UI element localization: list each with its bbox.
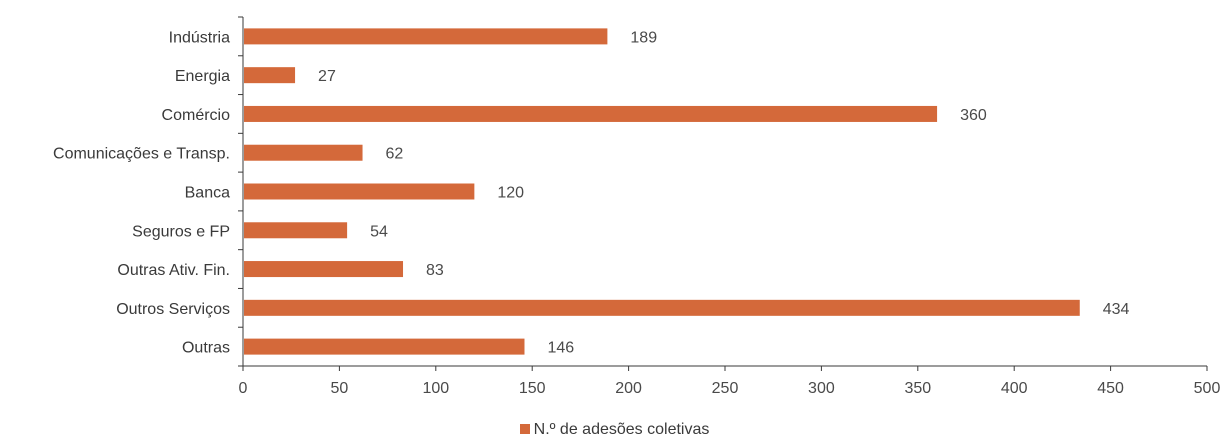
category-label: Outros Serviços — [116, 301, 230, 318]
bar — [244, 144, 363, 161]
data-label: 54 — [370, 223, 388, 240]
x-tick-label: 350 — [904, 380, 931, 397]
data-label: 27 — [318, 68, 336, 85]
legend-swatch — [519, 424, 530, 434]
x-tick-label: 500 — [1194, 380, 1221, 397]
x-tick-label: 300 — [808, 380, 835, 397]
legend-label: N.º de adesões coletivas — [533, 421, 710, 438]
x-tick-label: 0 — [239, 380, 248, 397]
category-label: Seguros e FP — [132, 223, 230, 240]
bar — [244, 105, 938, 122]
x-tick-label: 100 — [422, 380, 449, 397]
data-label: 83 — [426, 262, 444, 279]
data-label: 189 — [630, 29, 657, 46]
x-tick-label: 250 — [712, 380, 739, 397]
category-label: Energia — [175, 68, 230, 85]
x-tick-label: 200 — [615, 380, 642, 397]
data-label: 434 — [1103, 301, 1130, 318]
bar — [244, 67, 296, 84]
bar — [244, 338, 525, 355]
bar — [244, 183, 475, 200]
data-label: 120 — [497, 185, 524, 202]
x-tick-label: 450 — [1097, 380, 1124, 397]
bar — [244, 222, 348, 239]
category-label: Comércio — [162, 107, 231, 124]
data-label: 62 — [386, 146, 404, 163]
category-label: Outras — [182, 340, 230, 357]
data-label: 360 — [960, 107, 987, 124]
bar — [244, 299, 1080, 316]
bar — [244, 28, 608, 45]
category-label: Outras Ativ. Fin. — [117, 262, 230, 279]
legend: N.º de adesões coletivas — [0, 420, 1229, 440]
bar — [244, 261, 404, 278]
data-label: 146 — [547, 340, 574, 357]
category-label: Banca — [185, 185, 230, 202]
x-tick-label: 50 — [331, 380, 349, 397]
x-tick-label: 400 — [1001, 380, 1028, 397]
x-tick-label: 150 — [519, 380, 546, 397]
category-label: Indústria — [169, 29, 230, 46]
category-label: Comunicações e Transp. — [53, 146, 230, 163]
